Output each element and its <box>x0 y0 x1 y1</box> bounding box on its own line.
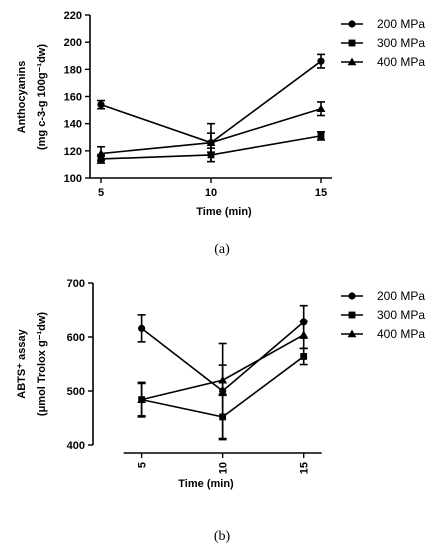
chart-b-legend-marker <box>348 292 356 300</box>
chart-a-ylabel-line1: Anthocyanins <box>16 61 28 134</box>
chart-b-series-3 <box>137 320 309 417</box>
chart-b-y-tick-label: 400 <box>67 440 85 452</box>
chart-b-legend-item: 200 MPa <box>341 289 425 303</box>
chart-b-plot: 400 500 600 700 5 10 15 200 MPa 300 MPa 400 MPa <box>67 278 426 474</box>
chart-a-y-tick-label: 100 <box>64 173 82 185</box>
chart-a-ylabel-line2: (mg c-3-g 100g⁻¹dw) <box>36 44 48 150</box>
chart-a-x-tick-label: 5 <box>98 187 104 199</box>
chart-b-x-tick-label: 5 <box>137 462 149 468</box>
chart-b-data-point <box>300 353 308 360</box>
chart-a-data-point <box>96 149 106 157</box>
chart-b-ylabel-line2: (μmol Trolox g⁻¹dw) <box>36 312 48 417</box>
chart-a-y-tick-label: 200 <box>64 37 82 49</box>
chart-b-legend-label: 300 MPa <box>377 308 425 322</box>
chart-b-data-point <box>138 324 146 332</box>
chart-b-data-point <box>137 395 147 403</box>
chart-b-legend-marker <box>347 329 357 338</box>
chart-a-legend-item: 300 MPa <box>341 36 425 50</box>
chart-b-x-tick-label: 10 <box>218 462 230 474</box>
chart-b-x-axis-label: Time (min) <box>178 478 234 490</box>
chart-a-data-point <box>316 104 326 113</box>
chart-b-legend-label: 200 MPa <box>377 289 425 303</box>
chart-a-legend-label: 200 MPa <box>377 17 425 31</box>
chart-a-legend-label: 400 MPa <box>377 55 425 69</box>
chart-b-data-point <box>299 330 309 339</box>
chart-b-y-tick-label: 600 <box>67 332 85 344</box>
chart-a-series-3 <box>96 101 326 163</box>
chart-b-legend-marker <box>348 311 356 319</box>
chart-a-y-tick-label: 140 <box>64 119 82 131</box>
chart-b-ylabel-line1: ABTS⁺ assay <box>16 328 28 398</box>
chart-b-x-tick-label: 15 <box>299 462 311 474</box>
chart-b-legend-item: 400 MPa <box>341 327 425 341</box>
chart-b-xlabel: Time (min) <box>178 478 234 490</box>
chart-a-plot: 100 120 140 160 180 200 220 5 10 15 200 MPa 300 MPa… <box>64 10 426 199</box>
chart-b-y-axis-label: ABTS⁺ assay (μmol Trolox g⁻¹dw) <box>16 312 48 417</box>
chart-a-data-point <box>317 132 325 140</box>
chart-panel-a: 100 120 140 160 180 200 220 5 10 15 200 MPa 300 MPa… <box>16 10 425 257</box>
chart-b-legend-label: 400 MPa <box>377 327 425 341</box>
chart-b-y-tick-label: 500 <box>67 386 85 398</box>
chart-b-y-tick-label: 700 <box>67 278 85 290</box>
chart-b-data-point <box>218 375 228 384</box>
chart-a-y-tick-label: 220 <box>64 10 82 22</box>
chart-a-data-point <box>97 101 105 109</box>
chart-a-x-tick-label: 15 <box>315 187 327 199</box>
chart-a-x-axis-label: Time (min) <box>196 206 252 218</box>
chart-a-caption: (a) <box>214 242 230 257</box>
chart-a-data-point <box>317 57 325 65</box>
chart-a-x-tick-label: 10 <box>205 187 217 199</box>
chart-panel-b: 400 500 600 700 5 10 15 200 MPa 300 MPa 400 MPa T… <box>16 278 425 544</box>
chart-a-legend-label: 300 MPa <box>377 36 425 50</box>
chart-a-legend-marker <box>348 20 356 28</box>
chart-b-data-point <box>219 413 227 421</box>
chart-a-y-tick-label: 180 <box>64 64 82 76</box>
chart-a-y-tick-label: 160 <box>64 92 82 104</box>
chart-a-legend-item: 200 MPa <box>341 17 425 31</box>
chart-a-y-tick-label: 120 <box>64 146 82 158</box>
chart-a-data-point <box>206 138 216 146</box>
chart-a-xlabel: Time (min) <box>196 206 252 218</box>
chart-b-legend-item: 300 MPa <box>341 308 425 322</box>
chart-a-legend-marker <box>348 39 356 47</box>
chart-a-legend-item: 400 MPa <box>341 55 425 69</box>
chart-a-legend-marker <box>347 57 357 66</box>
chart-a-y-axis-label: Anthocyanins (mg c-3-g 100g⁻¹dw) <box>16 44 48 150</box>
chart-b-caption: (b) <box>214 529 231 544</box>
